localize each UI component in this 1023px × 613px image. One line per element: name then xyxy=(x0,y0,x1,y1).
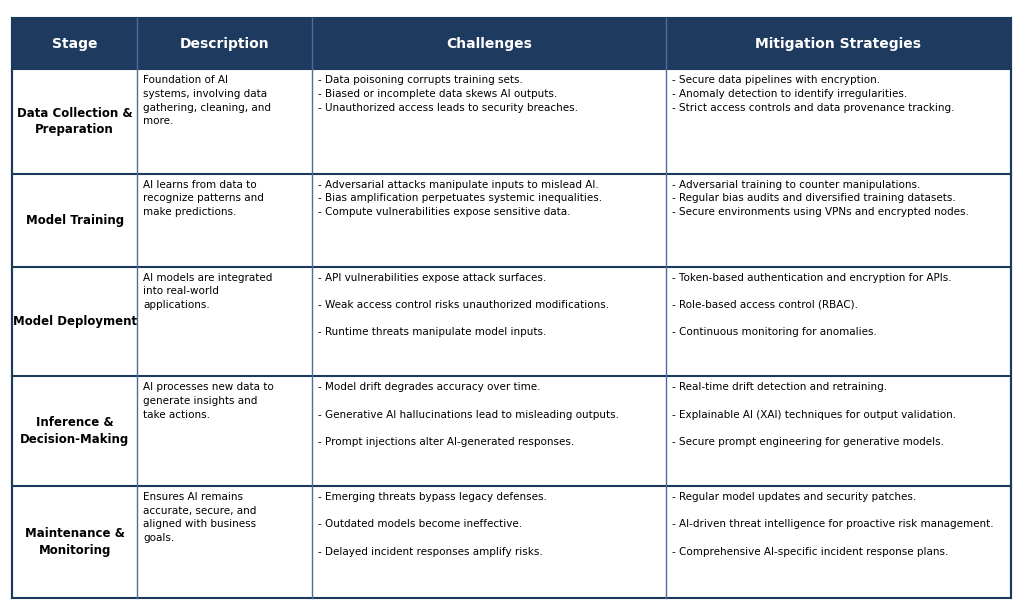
Bar xyxy=(666,267,1011,376)
Text: Description: Description xyxy=(180,37,269,51)
Text: AI models are integrated
into real-world
applications.: AI models are integrated into real-world… xyxy=(143,273,272,310)
Bar xyxy=(666,173,1011,267)
Text: Mitigation Strategies: Mitigation Strategies xyxy=(756,37,922,51)
Bar xyxy=(312,173,666,267)
Bar xyxy=(666,69,1011,173)
Bar xyxy=(312,267,666,376)
Text: Ensures AI remains
accurate, secure, and
aligned with business
goals.: Ensures AI remains accurate, secure, and… xyxy=(143,492,257,543)
Text: Maintenance &
Monitoring: Maintenance & Monitoring xyxy=(25,527,125,557)
Text: - Emerging threats bypass legacy defenses.

- Outdated models become ineffective: - Emerging threats bypass legacy defense… xyxy=(318,492,547,557)
Bar xyxy=(137,486,312,598)
Text: - Adversarial attacks manipulate inputs to mislead AI.
- Bias amplification perp: - Adversarial attacks manipulate inputs … xyxy=(318,180,603,217)
Bar xyxy=(312,69,666,173)
Text: - API vulnerabilities expose attack surfaces.

- Weak access control risks unaut: - API vulnerabilities expose attack surf… xyxy=(318,273,609,337)
Bar xyxy=(312,376,666,486)
Bar xyxy=(137,376,312,486)
Text: - Token-based authentication and encryption for APIs.

- Role-based access contr: - Token-based authentication and encrypt… xyxy=(672,273,952,337)
Bar xyxy=(12,486,137,598)
Text: Inference &
Decision-Making: Inference & Decision-Making xyxy=(20,416,129,446)
Bar xyxy=(137,173,312,267)
Text: - Regular model updates and security patches.

- AI-driven threat intelligence f: - Regular model updates and security pat… xyxy=(672,492,994,557)
Bar xyxy=(12,69,137,173)
Text: - Model drift degrades accuracy over time.

- Generative AI hallucinations lead : - Model drift degrades accuracy over tim… xyxy=(318,383,619,447)
Text: Challenges: Challenges xyxy=(446,37,532,51)
Text: Model Deployment: Model Deployment xyxy=(12,315,137,328)
Bar xyxy=(12,376,137,486)
Text: - Data poisoning corrupts training sets.
- Biased or incomplete data skews AI ou: - Data poisoning corrupts training sets.… xyxy=(318,75,578,113)
Bar xyxy=(12,18,1011,69)
Bar xyxy=(137,267,312,376)
Bar xyxy=(12,173,137,267)
Bar xyxy=(137,69,312,173)
Text: Stage: Stage xyxy=(52,37,97,51)
Text: - Secure data pipelines with encryption.
- Anomaly detection to identify irregul: - Secure data pipelines with encryption.… xyxy=(672,75,954,113)
Bar xyxy=(312,486,666,598)
Bar xyxy=(12,267,137,376)
Text: AI learns from data to
recognize patterns and
make predictions.: AI learns from data to recognize pattern… xyxy=(143,180,264,217)
Text: Foundation of AI
systems, involving data
gathering, cleaning, and
more.: Foundation of AI systems, involving data… xyxy=(143,75,271,126)
Bar xyxy=(666,376,1011,486)
Text: - Real-time drift detection and retraining.

- Explainable AI (XAI) techniques f: - Real-time drift detection and retraini… xyxy=(672,383,957,447)
Text: Data Collection &
Preparation: Data Collection & Preparation xyxy=(16,107,133,136)
Text: AI processes new data to
generate insights and
take actions.: AI processes new data to generate insigh… xyxy=(143,383,274,420)
Text: Model Training: Model Training xyxy=(26,213,124,227)
Text: - Adversarial training to counter manipulations.
- Regular bias audits and diver: - Adversarial training to counter manipu… xyxy=(672,180,969,217)
Bar xyxy=(666,486,1011,598)
